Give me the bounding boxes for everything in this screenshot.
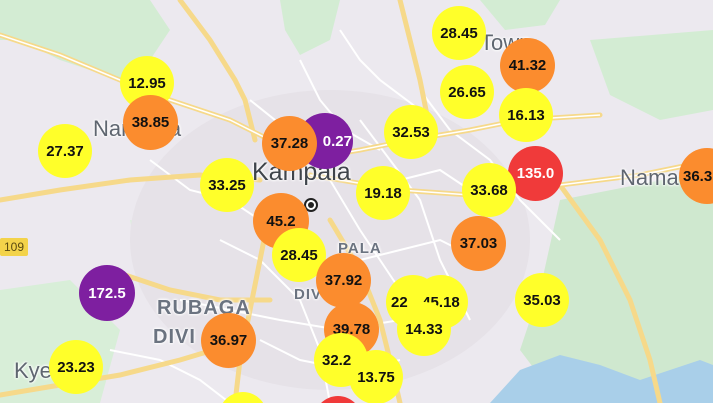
- aqi-marker[interactable]: 26.65: [440, 65, 494, 119]
- aqi-marker[interactable]: 16.13: [499, 88, 553, 142]
- green-area: [590, 30, 713, 120]
- green-area: [0, 0, 170, 80]
- aqi-marker[interactable]: 37.92: [316, 253, 371, 308]
- aqi-marker[interactable]: 37.03: [451, 216, 506, 271]
- aqi-marker[interactable]: 35.03: [515, 273, 569, 327]
- place-label-rubaga-division: DIVI: [153, 326, 196, 348]
- aqi-marker[interactable]: 19.18: [356, 166, 410, 220]
- aqi-marker[interactable]: 33.25: [200, 158, 254, 212]
- place-label-nama: Nama: [620, 165, 679, 190]
- green-area: [280, 0, 340, 55]
- aqi-marker[interactable]: 172.5: [79, 265, 135, 321]
- aqi-marker[interactable]: 28.45: [432, 6, 486, 60]
- aqi-marker[interactable]: 135.0: [508, 146, 563, 201]
- aqi-marker[interactable]: 13.75: [349, 350, 403, 403]
- road-shield-109: 109: [0, 238, 29, 256]
- aqi-marker[interactable]: 32.53: [384, 105, 438, 159]
- green-area: [480, 0, 560, 30]
- place-label-central: PALA: [338, 240, 382, 257]
- aqi-marker[interactable]: 38.85: [123, 95, 178, 150]
- aqi-marker[interactable]: 27.37: [38, 124, 92, 178]
- aqi-marker[interactable]: 23.23: [49, 340, 103, 394]
- aqi-marker[interactable]: 41.32: [500, 38, 555, 93]
- aqi-marker[interactable]: 37.28: [262, 116, 317, 171]
- aqi-marker[interactable]: 33.68: [462, 163, 516, 217]
- aqi-marker[interactable]: 14.33: [397, 302, 451, 356]
- aqi-marker-partial[interactable]: [314, 396, 362, 403]
- aqi-marker-partial[interactable]: [219, 392, 267, 403]
- location-pin-icon[interactable]: [304, 198, 318, 212]
- aqi-marker[interactable]: 36.97: [201, 313, 256, 368]
- place-label-kyengera: Kye: [14, 358, 52, 383]
- green-area: [520, 170, 713, 403]
- place-label-central-division: DIV: [294, 286, 323, 303]
